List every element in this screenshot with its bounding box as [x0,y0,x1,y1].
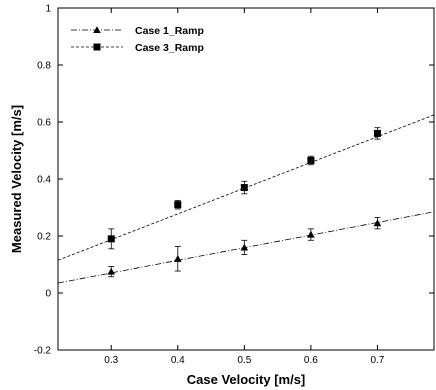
data-point [107,267,116,275]
series-2 [57,114,435,261]
series-1 [57,211,435,284]
data-point [174,201,182,209]
y-tick-label: 0.2 [37,232,51,243]
x-tick-label: 0.6 [304,355,318,366]
data-point [240,243,249,251]
x-tick-label: 0.5 [237,355,251,366]
data-point [173,255,182,262]
y-tick-label: 0 [45,289,51,300]
legend-marker [93,26,101,34]
plot-frame [57,7,435,351]
tick-group: 0.3 0.4 0.5 0.6 0.7 -0.2 0 0.2 0.4 0.6 0.8 1 [34,4,434,366]
data-point [107,235,115,243]
data-point [240,184,248,192]
y-tick-label: 1 [45,4,51,15]
x-tick-label: 0.3 [104,355,118,366]
data-point [307,230,315,238]
data-point [373,219,382,227]
series-layer [57,114,435,284]
x-axis-title: Case Velocity [m/s] [187,372,306,387]
x-tick-label: 0.4 [171,355,185,366]
x-tick-label: 0.7 [370,355,384,366]
y-axis-title: Measured Velocity [m/s] [9,105,24,253]
y-tick-label: 0.8 [37,61,51,72]
data-point [373,129,381,137]
y-tick-label: -0.2 [34,346,52,357]
legend-marker [93,43,101,51]
y-tick-label: 0.4 [37,175,51,186]
legend: Case 1_Ramp Case 3_Ramp [71,25,204,54]
legend-label: Case 3_Ramp [135,42,204,54]
legend-label: Case 1_Ramp [135,25,204,37]
y-tick-label: 0.6 [37,118,51,129]
data-point [307,156,315,164]
